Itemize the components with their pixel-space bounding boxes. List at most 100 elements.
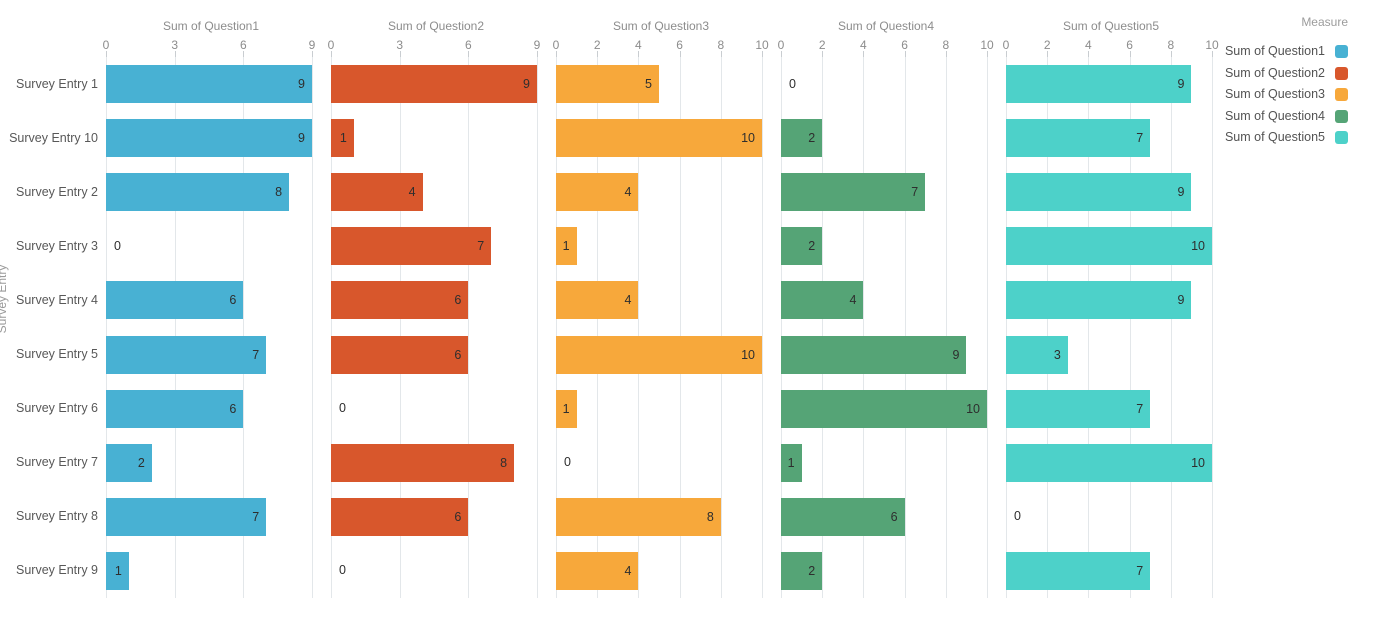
bar[interactable]: 9 [1006, 65, 1192, 104]
bar[interactable]: 6 [106, 389, 244, 428]
bar-value-label: 2 [808, 563, 816, 578]
tick-mark [1212, 51, 1213, 57]
gridline [1129, 57, 1131, 598]
tick-mark [1088, 51, 1090, 57]
tick-mark [1170, 51, 1172, 57]
bar-value-label: 4 [408, 185, 416, 200]
legend-item-label: Sum of Question5 [1224, 130, 1325, 145]
bar[interactable]: 6 [331, 281, 469, 320]
tick-mark [597, 51, 599, 57]
bar-value-label: 10 [741, 347, 755, 362]
bar-value-label: 7 [911, 185, 919, 200]
legend-swatch [1335, 66, 1348, 80]
bar[interactable]: 9 [1006, 281, 1192, 320]
bar[interactable]: 10 [556, 119, 762, 158]
bar[interactable]: 5 [556, 65, 659, 104]
gridline [822, 57, 824, 598]
bar[interactable]: 7 [1006, 389, 1151, 428]
bar[interactable]: 2 [781, 227, 823, 266]
tick-mark [174, 51, 176, 57]
row-label: Survey Entry 5 [16, 347, 98, 362]
bar-value-label: 0 [339, 563, 346, 578]
bar[interactable]: 1 [781, 443, 802, 482]
panel-title: Sum of Question3 [612, 19, 710, 33]
bar-value-label: 4 [624, 185, 632, 200]
bar[interactable]: 9 [106, 65, 312, 104]
bar-value-label: 7 [1136, 401, 1144, 416]
tick-mark [904, 51, 906, 57]
axis-tick-label: 9 [533, 38, 541, 52]
bar[interactable]: 8 [106, 173, 290, 212]
axis-tick-label: 2 [818, 38, 826, 52]
gridline [863, 57, 865, 598]
axis-tick-label: 10 [755, 38, 769, 52]
panel-title: Sum of Question5 [1062, 19, 1160, 33]
bar-value-label: 0 [564, 455, 571, 470]
bar[interactable]: 2 [781, 119, 823, 158]
bar[interactable]: 1 [556, 227, 577, 266]
bar[interactable]: 6 [331, 335, 469, 374]
legend-item[interactable]: Sum of Question3 [1222, 88, 1348, 102]
bar[interactable]: 7 [331, 227, 492, 266]
bar[interactable]: 10 [1006, 443, 1212, 482]
legend-item[interactable]: Sum of Question2 [1222, 65, 1348, 80]
tick-mark [822, 51, 824, 57]
bar[interactable]: 9 [1006, 173, 1192, 212]
tick-mark [243, 51, 245, 57]
panel-title: Sum of Question4 [837, 19, 935, 33]
bar-value-label: 10 [741, 131, 755, 146]
legend-item[interactable]: Sum of Question4 [1222, 109, 1348, 123]
bar[interactable]: 4 [556, 173, 639, 212]
bar[interactable]: 2 [781, 551, 823, 590]
bar[interactable]: 4 [781, 281, 864, 320]
bar[interactable]: 7 [1006, 119, 1151, 158]
gridline [1212, 57, 1213, 598]
axis-tick-label: 0 [552, 38, 560, 52]
legend-item[interactable]: Sum of Question1 [1222, 45, 1348, 58]
bar[interactable]: 9 [106, 119, 312, 158]
bar[interactable]: 6 [331, 497, 469, 536]
axis-tick-label: 3 [171, 38, 178, 52]
bar[interactable]: 9 [781, 335, 967, 374]
gridline [1047, 57, 1049, 598]
bar[interactable]: 8 [556, 497, 721, 536]
gridline [1006, 57, 1007, 598]
bar[interactable]: 3 [1006, 335, 1068, 374]
bar[interactable]: 1 [556, 389, 577, 428]
bar[interactable]: 1 [331, 119, 354, 158]
bar[interactable]: 2 [106, 443, 152, 482]
bar[interactable]: 6 [106, 281, 244, 320]
bar-value-label: 7 [1136, 563, 1144, 578]
bar[interactable]: 10 [556, 335, 762, 374]
bar[interactable]: 4 [556, 551, 639, 590]
tick-mark [638, 51, 640, 57]
gridline [312, 57, 313, 598]
gridline [537, 57, 538, 598]
bar[interactable]: 10 [781, 389, 987, 428]
gridline [762, 57, 763, 598]
panel-title: Sum of Question1 [162, 19, 260, 33]
legend-item-label: Sum of Question2 [1224, 65, 1325, 80]
bar-value-label: 10 [1191, 455, 1205, 470]
bar-value-label: 6 [454, 293, 462, 308]
bar[interactable]: 4 [556, 281, 639, 320]
gridline [1088, 57, 1090, 598]
bar[interactable]: 7 [1006, 551, 1151, 590]
gridline [904, 57, 906, 598]
tick-mark [945, 51, 947, 57]
bar-value-label: 2 [137, 455, 145, 470]
bar[interactable]: 7 [106, 335, 267, 374]
bar[interactable]: 7 [106, 497, 267, 536]
bar[interactable]: 4 [331, 173, 423, 212]
axis-tick-label: 6 [239, 38, 247, 52]
bar[interactable]: 6 [781, 497, 905, 536]
bar[interactable]: 7 [781, 173, 926, 212]
legend-item-label: Sum of Question1 [1224, 44, 1325, 58]
legend-item[interactable]: Sum of Question5 [1222, 130, 1348, 145]
bar[interactable]: 8 [331, 443, 515, 482]
bar[interactable]: 10 [1006, 227, 1212, 266]
bar-value-label: 7 [1136, 131, 1144, 146]
bar[interactable]: 9 [331, 65, 537, 104]
bar[interactable]: 1 [106, 551, 129, 590]
